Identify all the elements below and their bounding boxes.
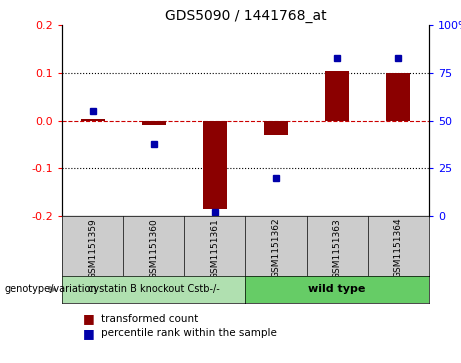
- Text: percentile rank within the sample: percentile rank within the sample: [101, 328, 278, 338]
- Bar: [203, 121, 227, 209]
- Text: cystatin B knockout Cstb-/-: cystatin B knockout Cstb-/-: [88, 285, 220, 294]
- Text: genotype/variation: genotype/variation: [5, 285, 97, 294]
- Bar: [325, 71, 349, 121]
- Text: GSM1151361: GSM1151361: [210, 218, 219, 278]
- Text: GSM1151364: GSM1151364: [394, 218, 403, 278]
- Text: ■: ■: [83, 312, 95, 325]
- Text: GSM1151359: GSM1151359: [88, 218, 97, 278]
- Text: GSM1151362: GSM1151362: [272, 218, 281, 278]
- Bar: [142, 121, 166, 126]
- Text: GSM1151363: GSM1151363: [332, 218, 342, 278]
- Text: transformed count: transformed count: [101, 314, 199, 323]
- Bar: [81, 119, 105, 121]
- Text: ■: ■: [83, 327, 95, 339]
- Title: GDS5090 / 1441768_at: GDS5090 / 1441768_at: [165, 9, 326, 23]
- Text: wild type: wild type: [308, 285, 366, 294]
- Text: GSM1151360: GSM1151360: [149, 218, 159, 278]
- Bar: [264, 121, 288, 135]
- Bar: [386, 73, 410, 121]
